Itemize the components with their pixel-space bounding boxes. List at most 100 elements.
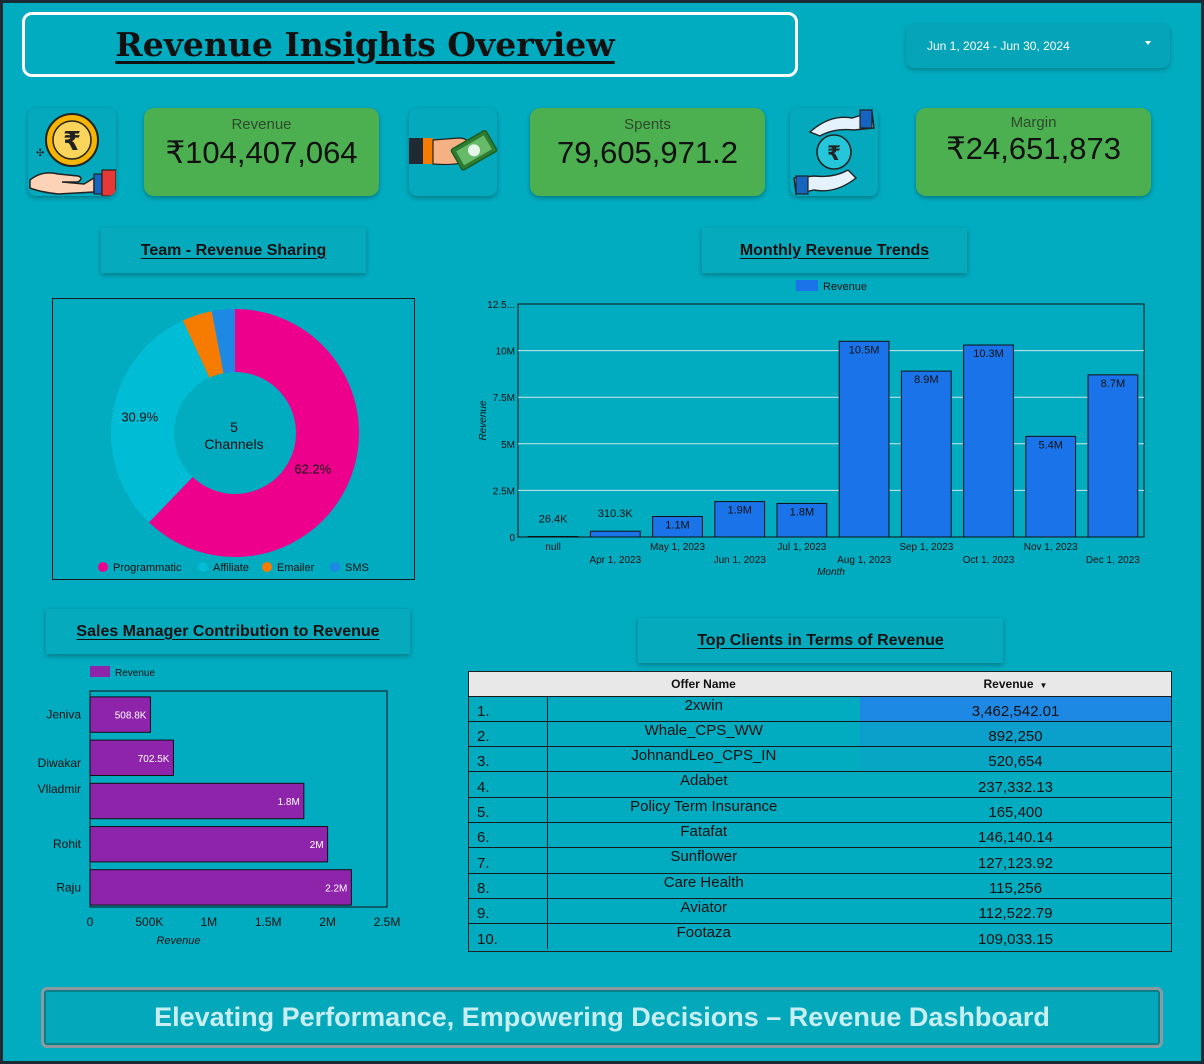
- chevron-down-icon[interactable]: [1145, 41, 1151, 45]
- x-tick-label: Jul 1, 2023: [777, 542, 826, 553]
- sort-descending-icon[interactable]: ▼: [1039, 680, 1048, 690]
- bar-data-label: 508.8K: [115, 711, 147, 722]
- bar-1[interactable]: [589, 530, 641, 538]
- kpi-value: ₹104,407,064: [165, 135, 358, 170]
- y-tick-label: Jeniva: [46, 708, 81, 722]
- revenue-cell: 109,033.15: [860, 923, 1171, 949]
- x-tick-label: 500K: [135, 915, 163, 929]
- column-header-index: [469, 672, 547, 696]
- column-header-revenue[interactable]: Revenue ▼: [860, 672, 1171, 696]
- legend-label: Emailer: [277, 562, 315, 574]
- table-row[interactable]: 5. Policy Term Insurance 165,400: [469, 796, 1171, 823]
- y-tick-label: Raju: [56, 880, 81, 894]
- section-title-clients: Top Clients in Terms of Revenue: [638, 618, 1003, 663]
- bar-4[interactable]: [776, 502, 828, 538]
- offer-name-cell: Adabet: [547, 771, 860, 798]
- svg-text:✣: ✣: [36, 148, 44, 159]
- table-row[interactable]: 8. Care Health 115,256: [469, 872, 1171, 899]
- donut-slice-programmatic[interactable]: [148, 309, 359, 557]
- team-revenue-donut-chart: 62.2% 30.9% 5 Channels Programmatic Affiliate…: [52, 298, 415, 580]
- table-row[interactable]: 6. Fatafat 146,140.14: [469, 821, 1171, 848]
- legend-item-programmatic[interactable]: Programmatic: [98, 562, 182, 574]
- date-range-picker[interactable]: Jun 1, 2024 - Jun 30, 2024: [906, 24, 1170, 68]
- bar-8[interactable]: [1025, 435, 1077, 538]
- offer-name-cell: Aviator: [547, 897, 860, 924]
- y-tick-label: 12.5...: [487, 300, 515, 311]
- plot-area: [517, 303, 1145, 538]
- kpi-card-margin: Margin ₹24,651,873: [916, 108, 1151, 196]
- table-row[interactable]: 3. JohnandLeo_CPS_IN 520,654: [469, 746, 1171, 772]
- bar-diwakar[interactable]: [89, 739, 174, 777]
- bar-data-label: 10.5M: [849, 344, 880, 356]
- legend-item-affiliate[interactable]: Affiliate: [198, 562, 249, 574]
- kpi-card-spents: Spents 79,605,971.2: [530, 108, 765, 196]
- bar-rohit[interactable]: [89, 825, 329, 863]
- offer-name-cell: Footaza: [547, 923, 860, 949]
- offer-name-cell: Fatafat: [547, 821, 860, 848]
- table-row[interactable]: 1. 2xwin 3,462,542.01: [469, 695, 1171, 722]
- legend-item-emailer[interactable]: Emailer: [262, 562, 315, 574]
- table-row[interactable]: 7. Sunflower 127,123.92: [469, 847, 1171, 874]
- offer-name-cell: JohnandLeo_CPS_IN: [547, 746, 860, 772]
- x-tick-label: 0: [87, 915, 94, 929]
- bar-data-label: 5.4M: [1038, 439, 1062, 451]
- bar-data-label: 1.8M: [278, 797, 300, 808]
- revenue-cell: 127,123.92: [860, 847, 1171, 874]
- bar-5[interactable]: [838, 340, 890, 538]
- table-row[interactable]: 2. Whale_CPS_WW 892,250: [469, 720, 1171, 747]
- y-tick-label: 2.5M: [493, 486, 515, 497]
- legend-item-revenue[interactable]: Revenue: [796, 280, 867, 293]
- revenue-cell: 892,250: [860, 720, 1171, 747]
- bar-vlladmir[interactable]: [89, 782, 305, 820]
- column-header-offer-name[interactable]: Offer Name: [547, 672, 860, 696]
- revenue-cell: 165,400: [860, 796, 1171, 823]
- donut-slice-label: 62.2%: [294, 462, 331, 477]
- rupee-hand-icon: ₹ ✣: [28, 108, 116, 196]
- donut-slice-sms[interactable]: [211, 309, 235, 374]
- revenue-cell: 115,256: [860, 872, 1171, 899]
- kpi-label: Revenue: [231, 116, 292, 133]
- bar-data-label: 2M: [310, 840, 324, 851]
- footer-tagline: Elevating Performance, Empowering Decisi…: [154, 1002, 1050, 1032]
- x-tick-label: 2M: [319, 915, 336, 929]
- bar-9[interactable]: [1087, 374, 1139, 538]
- revenue-cell: 520,654: [860, 746, 1171, 772]
- table-row[interactable]: 4. Adabet 237,332.13: [469, 771, 1171, 798]
- legend-swatch: [90, 666, 110, 677]
- legend-label: Revenue: [115, 668, 155, 679]
- offer-name-cell: Care Health: [547, 872, 860, 899]
- section-title-sales: Sales Manager Contribution to Revenue: [46, 609, 410, 654]
- y-axis-title: Revenue: [478, 400, 489, 440]
- row-index: 2.: [469, 720, 548, 747]
- donut-slice-affiliate[interactable]: [111, 320, 210, 523]
- row-index: 9.: [469, 897, 548, 924]
- table-header-row: Offer Name Revenue ▼: [469, 672, 1171, 696]
- bar-jeniva[interactable]: [89, 696, 151, 733]
- revenue-cell: 237,332.13: [860, 771, 1171, 798]
- donut-slice-emailer[interactable]: [182, 311, 224, 378]
- legend-swatch: [98, 562, 108, 572]
- bar-6[interactable]: [900, 370, 952, 538]
- donut-slice-label: 30.9%: [121, 410, 158, 425]
- row-index: 3.: [469, 746, 548, 772]
- legend-swatch: [198, 562, 208, 572]
- offer-name-cell: Policy Term Insurance: [547, 796, 860, 823]
- bar-raju[interactable]: [89, 869, 352, 906]
- bar-data-label: 1.1M: [665, 519, 689, 531]
- footer-banner: Elevating Performance, Empowering Decisi…: [41, 987, 1163, 1048]
- legend-item-revenue[interactable]: Revenue: [90, 666, 155, 679]
- donut-center-count: 5: [230, 419, 238, 435]
- row-index: 10.: [469, 923, 548, 949]
- x-tick-label: Jun 1, 2023: [714, 555, 767, 566]
- legend-item-sms[interactable]: SMS: [330, 562, 369, 574]
- row-index: 7.: [469, 847, 548, 874]
- bar-7[interactable]: [963, 344, 1014, 538]
- table-row[interactable]: 9. Aviator 112,522.79: [469, 897, 1171, 924]
- table-row[interactable]: 10. Footaza 109,033.15: [469, 923, 1171, 949]
- row-index: 1.: [469, 695, 548, 722]
- bar-2[interactable]: [652, 515, 703, 538]
- bar-3[interactable]: [714, 501, 766, 538]
- x-tick-label: Sep 1, 2023: [899, 542, 953, 553]
- y-tick-label: Diwakar: [38, 756, 81, 770]
- monthly-revenue-bar-chart: Revenue 0 2.5M 5M 7.5M 10M 12.5... Revenue 26.4K…: [478, 280, 1145, 578]
